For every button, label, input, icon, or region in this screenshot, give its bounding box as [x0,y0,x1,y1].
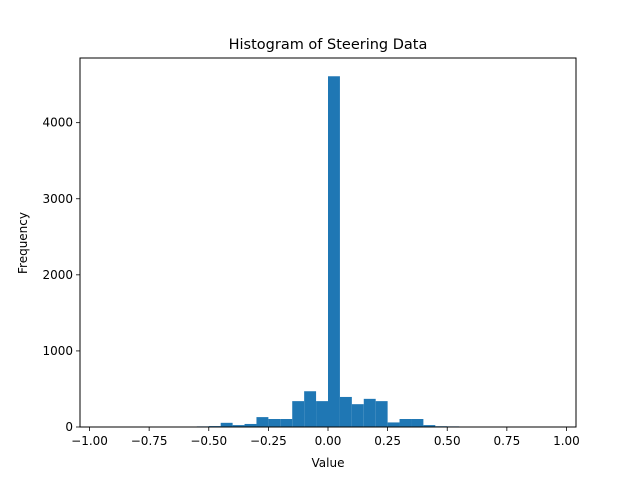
histogram-bar [339,396,352,427]
histogram-bar [304,391,317,427]
histogram-bar [411,419,424,427]
histogram-bar [292,401,305,427]
x-tick-label: 1.00 [553,434,580,448]
x-axis-ticks: −1.00 −0.75 −0.50 −0.25 0.00 0.25 0.50 0.75 1.00 [71,427,580,448]
y-axis-ticks: 0 1000 2000 3000 4000 [42,116,80,434]
histogram-bar [232,425,245,427]
histogram-bar [399,419,412,427]
x-tick-label: 0.25 [374,434,401,448]
x-tick-label: 0.75 [493,434,520,448]
histogram-bar [220,422,233,427]
x-tick-label: 0.50 [434,434,461,448]
histogram-bar [351,404,364,427]
x-tick-label: −1.00 [71,434,108,448]
y-tick-label: 0 [65,420,73,434]
y-axis-title: Frequency [16,212,30,274]
histogram-bar [375,401,388,427]
chart-title: Histogram of Steering Data [229,37,428,53]
x-tick-label: −0.75 [131,434,168,448]
x-tick-label: 0.00 [315,434,342,448]
x-axis-title: Value [312,456,345,470]
y-tick-label: 4000 [42,116,73,130]
y-tick-label: 3000 [42,192,73,206]
histogram-bar [268,419,281,427]
x-tick-label: −0.25 [250,434,287,448]
histogram-bar [256,417,269,427]
y-tick-label: 2000 [42,268,73,282]
histogram-bar [316,401,328,427]
histogram-bar [280,419,293,427]
histogram-bar [363,398,376,427]
bars-group [196,76,460,427]
histogram-bar [244,423,257,427]
x-tick-label: −0.50 [190,434,227,448]
y-tick-label: 1000 [42,344,73,358]
histogram-bar [328,76,340,427]
histogram-bar [387,422,400,427]
histogram-bar [423,425,436,427]
